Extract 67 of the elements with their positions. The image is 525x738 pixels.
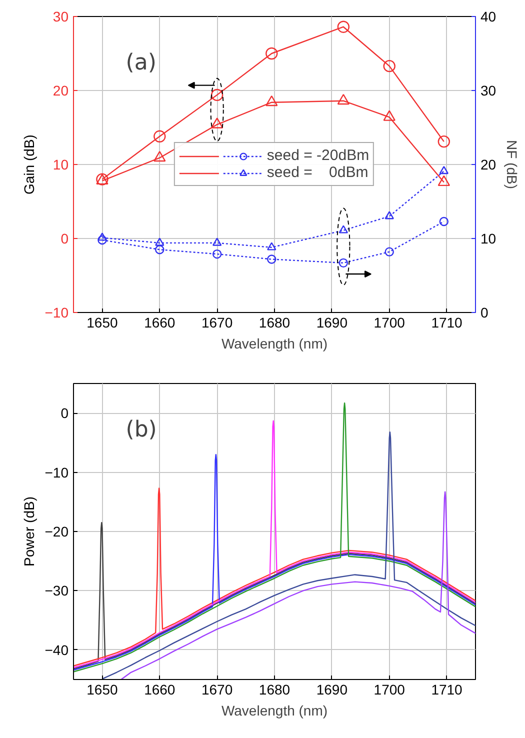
point bbox=[439, 166, 449, 174]
point bbox=[337, 20, 350, 33]
x-tick-label: 1660 bbox=[144, 314, 176, 330]
y-tick-label: −30 bbox=[44, 582, 69, 599]
point bbox=[154, 150, 166, 162]
x-tick-label: 1670 bbox=[202, 314, 233, 330]
point bbox=[212, 249, 222, 259]
y2-axis-title: NF (dB) bbox=[504, 140, 520, 189]
y-tick-label: −40 bbox=[44, 642, 69, 658]
x-tick-label: 1710 bbox=[431, 314, 463, 330]
point bbox=[439, 216, 449, 226]
x-tick-label: 1700 bbox=[374, 682, 406, 698]
point bbox=[267, 242, 276, 250]
y2-tick-label: 30 bbox=[480, 82, 496, 98]
y2-tick-label: 10 bbox=[480, 230, 496, 246]
x-tick-label: 1680 bbox=[258, 682, 290, 698]
point bbox=[438, 135, 450, 148]
point bbox=[384, 211, 394, 220]
y-tick-label: 20 bbox=[52, 82, 69, 98]
x-axis-title: Wavelength (nm) bbox=[221, 336, 328, 352]
x-tick-label: 1650 bbox=[86, 682, 118, 698]
y-tick-label: 10 bbox=[52, 156, 69, 172]
y-tick-label: 0 bbox=[60, 230, 69, 246]
point bbox=[155, 245, 164, 254]
x-tick-label: 1690 bbox=[316, 682, 348, 698]
line-series bbox=[120, 491, 476, 680]
y-tick-label: −10 bbox=[44, 464, 69, 480]
point bbox=[338, 258, 348, 268]
point bbox=[266, 47, 278, 60]
point bbox=[98, 232, 107, 241]
point bbox=[98, 235, 107, 245]
point bbox=[438, 175, 450, 186]
point bbox=[384, 247, 394, 256]
x-tick-label: 1680 bbox=[258, 314, 290, 330]
y-tick-label: 0 bbox=[60, 405, 69, 422]
point bbox=[155, 238, 164, 246]
point bbox=[267, 254, 276, 264]
y-tick-label: 30 bbox=[52, 8, 69, 24]
line-series bbox=[74, 522, 476, 670]
x-tick-label: 1710 bbox=[431, 682, 463, 698]
y2-tick-label: 40 bbox=[480, 8, 496, 24]
point bbox=[154, 130, 166, 142]
x-tick-label: 1650 bbox=[86, 314, 118, 330]
x-tick-label: 1670 bbox=[202, 682, 233, 698]
y-axis-title: Gain (dB) bbox=[20, 134, 37, 194]
x-tick-label: 1660 bbox=[144, 682, 176, 698]
legend-label: seed = 0dBm bbox=[266, 164, 368, 181]
y-axis-title: Power (dB) bbox=[20, 496, 37, 567]
point bbox=[383, 110, 396, 121]
x-tick-label: 1700 bbox=[374, 314, 406, 330]
y-tick-label: −20 bbox=[44, 524, 69, 540]
point bbox=[210, 88, 224, 102]
point bbox=[266, 95, 278, 106]
x-tick-label: 1690 bbox=[316, 314, 348, 330]
point bbox=[212, 238, 222, 246]
annotation: (b) bbox=[126, 418, 157, 443]
y2-tick-label: 0 bbox=[480, 304, 488, 320]
point bbox=[337, 94, 350, 105]
y-tick-label: −10 bbox=[44, 304, 69, 320]
point bbox=[338, 225, 348, 234]
x-axis-title: Wavelength (nm) bbox=[221, 702, 328, 718]
annotation: (a) bbox=[126, 50, 156, 76]
point bbox=[383, 60, 396, 72]
line-series bbox=[74, 488, 476, 666]
legend-label: seed = -20dBm bbox=[266, 147, 370, 164]
y2-tick-label: 20 bbox=[480, 156, 496, 172]
point bbox=[210, 118, 224, 128]
